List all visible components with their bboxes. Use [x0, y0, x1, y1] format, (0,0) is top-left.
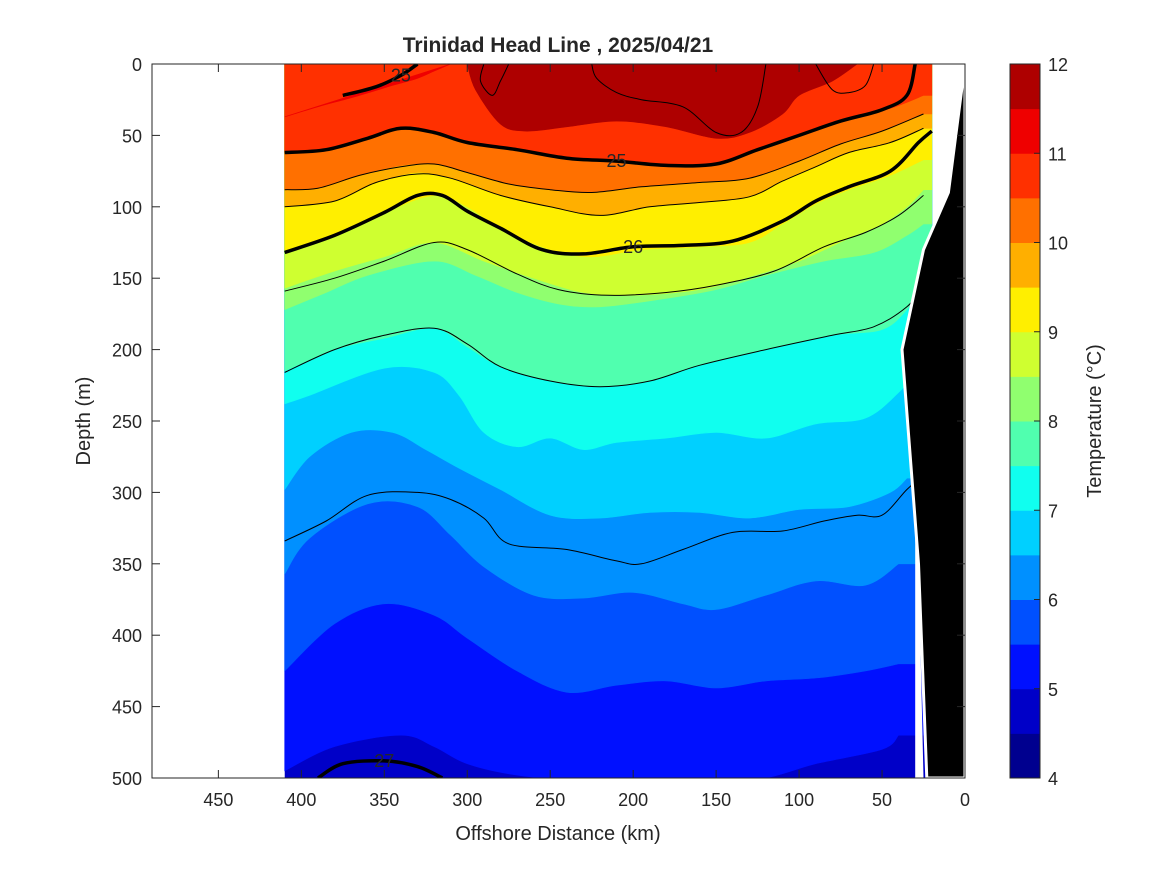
- density-contour-27-3: [316, 758, 444, 778]
- y-tick-label-300: 300: [112, 483, 142, 503]
- colorbar-swatch-11: [1010, 108, 1040, 154]
- colorbar-tick-label-5: 5: [1048, 680, 1058, 700]
- colorbar-swatch-9.5: [1010, 242, 1040, 288]
- y-tick-label-50: 50: [122, 126, 142, 146]
- x-tick-label-400: 400: [286, 790, 316, 810]
- chart-title: Trinidad Head Line , 2025/04/21: [403, 34, 714, 57]
- colorbar-swatch-6.5: [1010, 510, 1040, 556]
- x-tick-label-0: 0: [960, 790, 970, 810]
- y-tick-label-250: 250: [112, 412, 142, 432]
- y-tick-label-150: 150: [112, 269, 142, 289]
- y-tick-label-450: 450: [112, 698, 142, 718]
- temperature-fill-layer: [284, 64, 933, 778]
- y-axis-label: Depth (m): [73, 377, 95, 466]
- density-contour-minor-4: [284, 113, 924, 194]
- colorbar-swatch-5: [1010, 644, 1040, 690]
- colorbar-swatch-4: [1010, 733, 1040, 779]
- x-tick-label-50: 50: [872, 790, 892, 810]
- density-contour-minor-7: [284, 285, 924, 388]
- colorbar: 4 5 6 7 8 9 10 11 12: [1009, 55, 1068, 789]
- colorbar-tick-label-10: 10: [1048, 234, 1068, 254]
- x-tick-label-200: 200: [618, 790, 648, 810]
- colorbar-label: Temperature (°C): [1084, 344, 1106, 498]
- colorbar-tick-label-6: 6: [1048, 591, 1058, 611]
- colorbar-swatch-9: [1010, 287, 1040, 333]
- x-tick-label-100: 100: [784, 790, 814, 810]
- contour-label-27-3: 27: [374, 751, 394, 771]
- colorbar-swatch-8.5: [1010, 331, 1040, 377]
- density-contour-26-2: [284, 129, 933, 256]
- y-axis: 0 50 100 150 200 250 300 350 400 450 500: [112, 55, 965, 789]
- contour-label-25-0: 25: [607, 151, 627, 171]
- x-axis: 450 400 350 300 250 200 150 100 50 0: [203, 64, 970, 810]
- colorbar-tick-label-11: 11: [1048, 144, 1067, 164]
- fill-band-11.5: [466, 64, 858, 139]
- colorbar-tick-label-12: 12: [1048, 55, 1068, 75]
- x-tick-label-300: 300: [452, 790, 482, 810]
- colorbar-swatch-7.5: [1010, 421, 1040, 467]
- colorbar-swatch-7: [1010, 465, 1040, 511]
- y-tick-label-100: 100: [112, 198, 142, 218]
- no-data-wedge: [915, 335, 924, 778]
- colorbar-swatch-10.5: [1010, 153, 1040, 199]
- density-contour-25-0: [284, 64, 917, 168]
- contour-label-26-2: 26: [623, 237, 643, 257]
- density-contour-minor-9: [479, 64, 510, 96]
- x-tick-label-250: 250: [535, 790, 565, 810]
- density-contour-minor-5: [284, 127, 924, 216]
- density-contour-minor-11: [815, 64, 875, 94]
- y-tick-label-500: 500: [112, 769, 142, 789]
- colorbar-swatch-8: [1010, 376, 1040, 422]
- density-contour-minor-8: [284, 474, 924, 565]
- y-tick-label-0: 0: [132, 55, 142, 75]
- bathymetry-layer: [900, 64, 965, 778]
- colorbar-swatch-5.5: [1010, 599, 1040, 645]
- colorbar-tick-label-4: 4: [1048, 769, 1058, 789]
- density-contour-minor-10: [591, 64, 767, 137]
- y-tick-label-200: 200: [112, 341, 142, 361]
- density-contour-25-1: [342, 64, 419, 98]
- colorbar-tick-label-7: 7: [1048, 501, 1058, 521]
- colorbar-swatch-11.5: [1010, 64, 1040, 110]
- y-tick-label-400: 400: [112, 626, 142, 646]
- x-axis-label: Offshore Distance (km): [455, 823, 660, 845]
- colorbar-swatch-4.5: [1010, 688, 1040, 734]
- density-contour-minor-6: [284, 195, 924, 296]
- colorbar-tick-label-9: 9: [1048, 323, 1058, 343]
- contour-label-25-1: 25: [391, 65, 411, 85]
- colorbar-tick-label-8: 8: [1048, 412, 1058, 432]
- colorbar-swatch-10: [1010, 197, 1040, 243]
- y-tick-label-350: 350: [112, 555, 142, 575]
- colorbar-swatch-6: [1010, 554, 1040, 600]
- x-tick-label-350: 350: [369, 790, 399, 810]
- x-tick-label-450: 450: [203, 790, 233, 810]
- bathymetry-black: [900, 64, 965, 778]
- density-contour-layer: 25 25 26 27: [284, 64, 933, 778]
- x-tick-label-150: 150: [701, 790, 731, 810]
